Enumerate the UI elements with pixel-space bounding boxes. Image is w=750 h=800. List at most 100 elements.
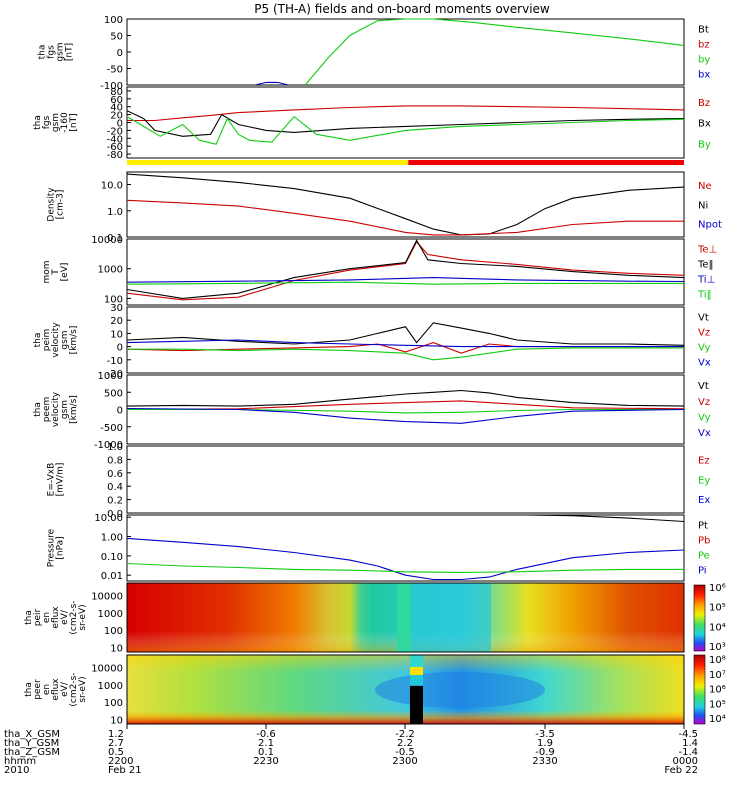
- y-axis-label-line: peim: [42, 329, 52, 352]
- y-tick-label: -20: [107, 126, 123, 137]
- footer-value: -3.5: [535, 729, 555, 740]
- y-axis-label-line: peem: [42, 397, 52, 423]
- colorbar-tick-label: 10⁵: [709, 699, 726, 710]
- y-tick-label: -20: [107, 369, 123, 380]
- status-bar-segment: [127, 160, 409, 165]
- y-axis-label-line: gsm: [56, 42, 66, 61]
- status-bar-segment: [408, 160, 684, 165]
- y-axis-label-line: sr-eV): [78, 676, 88, 702]
- legend-entry: Vz: [698, 328, 710, 339]
- y-axis-label-line: eflux: [51, 606, 61, 629]
- footer-value: Feb 22: [664, 765, 698, 776]
- y-tick-label: 10000: [91, 235, 123, 246]
- series-line-Ti‖: [126, 281, 684, 285]
- legend-entry: Ey: [698, 475, 710, 486]
- footer-value: 2300: [392, 756, 417, 767]
- y-tick-label: 10: [110, 643, 123, 654]
- series-line-Pi: [126, 537, 685, 581]
- y-tick-label: 0.0: [107, 509, 123, 520]
- legend-entry: Ez: [698, 456, 710, 467]
- footer-value: 1.9: [537, 738, 553, 749]
- colorbar-tick-label: 10⁶: [709, 685, 726, 696]
- y-axis-label-line: velocity: [51, 391, 61, 427]
- legend-entry: Pi: [698, 566, 707, 577]
- colorbar-tick-label: 10⁴: [709, 714, 726, 725]
- y-axis-label-line: [eV]: [60, 263, 70, 282]
- series-line-Te‖: [126, 239, 685, 299]
- legend-entry: Vy: [698, 412, 711, 423]
- y-axis-label: tha peer en eflux eV/(cm2-s-sr-eV): [24, 672, 88, 706]
- series-line-Pe: [126, 562, 684, 573]
- y-axis-label-line: E=-VxB: [47, 463, 57, 497]
- series-line-Vx: [126, 339, 684, 348]
- footer-value: 1.2: [108, 729, 124, 740]
- y-tick-label: 0.4: [107, 482, 123, 493]
- y-axis-label-line: Pressure: [47, 528, 57, 567]
- y-axis-label-line: [nT]: [65, 43, 75, 61]
- ion-eflux-frame: [126, 582, 685, 653]
- footer-value: -0.6: [256, 729, 276, 740]
- y-axis-label-line: tha: [33, 402, 43, 417]
- axis-footer: tha_X_GSMtha_Y_GSMtha_Z_GSMhhmm20101.22.…: [4, 724, 698, 776]
- legend-entry: Ne: [698, 181, 712, 192]
- panel-bar: [127, 160, 684, 165]
- legend-entry: Ex: [698, 495, 710, 506]
- y-tick-label: -10: [107, 356, 123, 367]
- panel-frame: [126, 238, 685, 306]
- y-tick-label: -100: [100, 81, 123, 92]
- y-axis-label-line: fgs: [42, 115, 52, 129]
- series-line-Vt: [126, 322, 685, 346]
- footer-value: 2.1: [258, 738, 274, 749]
- y-axis-label: tha peir en eflux eV/(cm2-s-sr-eV): [24, 600, 88, 634]
- footer-value: -4.5: [678, 729, 698, 740]
- colorbar-tick-label: 10⁸: [709, 655, 726, 666]
- footer-value: 0.5: [108, 747, 124, 758]
- series-line-Pt: [527, 514, 685, 523]
- panel-p3: 10.0 1.0 0.1 Density [cm-3] Ne Ni Npot: [47, 171, 722, 244]
- y-tick-label: 100: [104, 15, 123, 26]
- y-tick-label: 10: [110, 715, 123, 726]
- y-axis-label-line: tha: [33, 115, 43, 130]
- y-tick-label: -60: [107, 142, 123, 153]
- panel-frame: [126, 86, 685, 159]
- legend-entry: Vx: [698, 428, 711, 439]
- footer-value: 2200: [108, 756, 133, 767]
- y-tick-label: 0.1: [107, 233, 123, 244]
- y-tick-label: -40: [107, 134, 123, 145]
- y-tick-label: 0: [117, 406, 123, 417]
- y-tick-label: -50: [107, 65, 123, 76]
- legend-entry: Ti⊥: [697, 275, 715, 286]
- legend-entry: bz: [698, 40, 710, 51]
- panel-p5: 30 20 10 0 -10 -20 tha peim velocity gsm [km/s] Vt V…: [33, 303, 711, 380]
- legend-entry: Pt: [698, 521, 708, 532]
- series-line-Ti⊥: [126, 277, 685, 283]
- ion-eflux-gap-stripe: [397, 583, 411, 652]
- y-axis-label: tha peim velocity gsm [km/s]: [33, 322, 79, 358]
- y-axis-label: tha peem velocity gsm [km/s]: [33, 391, 79, 427]
- y-axis-label-line: peer: [33, 679, 43, 700]
- panel-p7: 1.0 0.8 0.6 0.4 0.2 0.0 E=-VxB [mV/m] Ez Ey Ex: [47, 442, 711, 520]
- footer-value: 0000: [673, 756, 698, 767]
- y-tick-label: 1.0: [107, 442, 123, 453]
- y-tick-label: 100: [104, 698, 123, 709]
- series-line-bx: [254, 81, 289, 86]
- y-axis-label-line: eflux: [51, 678, 61, 701]
- y-tick-label: 0: [117, 343, 123, 354]
- series-line-Ni: [126, 173, 685, 236]
- y-tick-label: 1000: [98, 371, 123, 382]
- footer-value: 2.2: [397, 738, 413, 749]
- y-axis-label-line: tha: [33, 333, 43, 348]
- series-line-Vt: [126, 389, 685, 407]
- footer-value: 2230: [253, 756, 278, 767]
- ion-eflux-noise-band: [411, 583, 491, 652]
- y-tick-label: 0: [117, 119, 123, 130]
- y-tick-label: 0.2: [107, 496, 123, 507]
- y-axis-label-line: sr-eV): [78, 604, 88, 630]
- y-tick-label: 100: [104, 626, 123, 637]
- y-axis-label-line: peir: [33, 608, 43, 626]
- y-axis-label-line: [km/s]: [69, 326, 79, 355]
- colorbar-tick-label: 10⁷: [709, 670, 726, 681]
- y-tick-label: 20: [110, 111, 123, 122]
- panel-frame: [126, 18, 685, 86]
